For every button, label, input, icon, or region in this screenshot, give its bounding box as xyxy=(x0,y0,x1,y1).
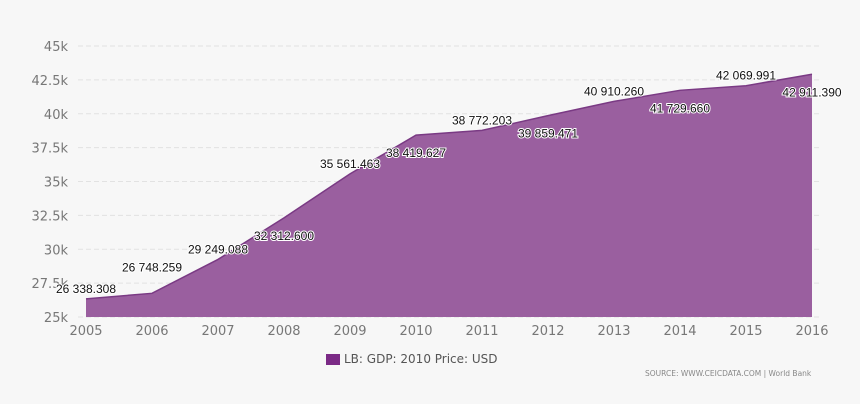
x-tick-label: 2015 xyxy=(729,324,762,339)
data-label: 38 419.627 xyxy=(386,146,446,160)
x-tick-label: 2013 xyxy=(597,324,630,339)
data-label: 38 772.203 xyxy=(452,113,512,127)
y-tick-label: 42.5k xyxy=(32,74,69,89)
x-tick-label: 2005 xyxy=(69,324,102,339)
data-label: 42 911.390 xyxy=(782,85,841,99)
x-tick-label: 2007 xyxy=(201,324,234,339)
y-tick-label: 30k xyxy=(44,243,69,258)
data-label: 41 729.660 xyxy=(650,101,710,115)
y-tick-label: 37.5k xyxy=(32,142,69,157)
y-tick-label: 45k xyxy=(44,40,69,55)
data-label: 29 249.088 xyxy=(188,242,248,256)
area-fill xyxy=(86,74,812,318)
data-label: 42 069.991 xyxy=(716,69,776,83)
x-tick-label: 2012 xyxy=(531,324,564,339)
legend-label: LB: GDP: 2010 Price: USD xyxy=(344,352,498,366)
y-tick-label: 27.5k xyxy=(32,277,69,292)
x-tick-label: 2014 xyxy=(663,324,696,339)
source-note: SOURCE: WWW.CEICDATA.COM | World Bank xyxy=(645,369,812,378)
data-label: 35 561.463 xyxy=(320,157,380,171)
y-tick-label: 25k xyxy=(44,311,69,326)
legend[interactable]: LB: GDP: 2010 Price: USD xyxy=(326,352,498,366)
x-tick-label: 2010 xyxy=(399,324,432,339)
legend-swatch xyxy=(326,353,340,365)
x-tick-label: 2016 xyxy=(795,324,828,339)
x-tick-label: 2009 xyxy=(333,324,366,339)
data-label: 32 312.600 xyxy=(254,229,314,243)
data-label: 26 338.308 xyxy=(56,282,116,296)
data-label: 39 859.471 xyxy=(518,127,578,141)
data-label: 40 910.260 xyxy=(584,84,644,98)
data-label: 26 748.259 xyxy=(122,260,182,274)
y-tick-label: 35k xyxy=(44,176,69,191)
x-tick-label: 2008 xyxy=(267,324,300,339)
x-tick-label: 2006 xyxy=(135,324,168,339)
x-tick-label: 2011 xyxy=(465,324,498,339)
y-tick-label: 32.5k xyxy=(32,209,69,224)
y-tick-label: 40k xyxy=(44,108,69,123)
area-line xyxy=(85,73,813,300)
